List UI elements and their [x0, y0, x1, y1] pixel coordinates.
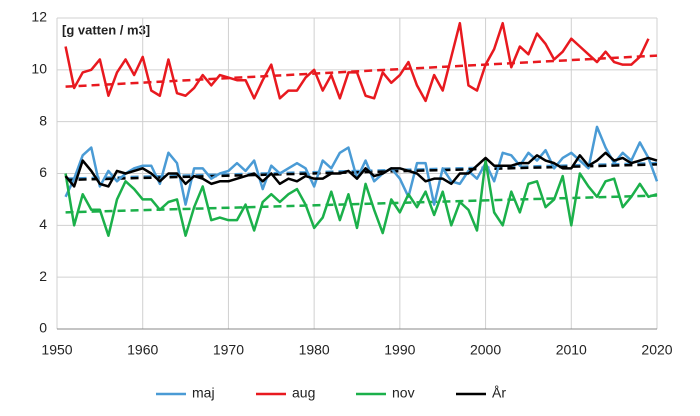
x-tick-label: 1990	[384, 342, 415, 358]
series-line	[64, 21, 650, 103]
x-tick-label: 1960	[127, 342, 158, 358]
y-tick-label: 0	[39, 320, 47, 336]
legend-label: År	[492, 385, 506, 401]
series-line	[64, 159, 658, 237]
legend-label: aug	[292, 385, 315, 401]
y-tick-label: 8	[39, 112, 47, 128]
y-tick-label: 2	[39, 268, 47, 284]
x-tick-label: 1950	[41, 342, 72, 358]
x-tick-label: 1970	[213, 342, 244, 358]
series-line	[64, 125, 659, 206]
x-tick-label: 2020	[641, 342, 672, 358]
trend-line	[65, 194, 658, 214]
x-tick-label: 2000	[470, 342, 501, 358]
series-line	[64, 151, 658, 188]
y-tick-label: 12	[31, 9, 47, 25]
annotation: [g vatten / m3]	[62, 22, 150, 37]
y-tick-label: 10	[31, 61, 47, 77]
y-tick-label: 4	[39, 216, 47, 232]
x-tick-label: 2010	[556, 342, 587, 358]
legend-label: nov	[392, 385, 415, 401]
legend-label: maj	[192, 385, 215, 401]
x-tick-label: 1980	[299, 342, 330, 358]
y-tick-label: 6	[39, 164, 47, 180]
